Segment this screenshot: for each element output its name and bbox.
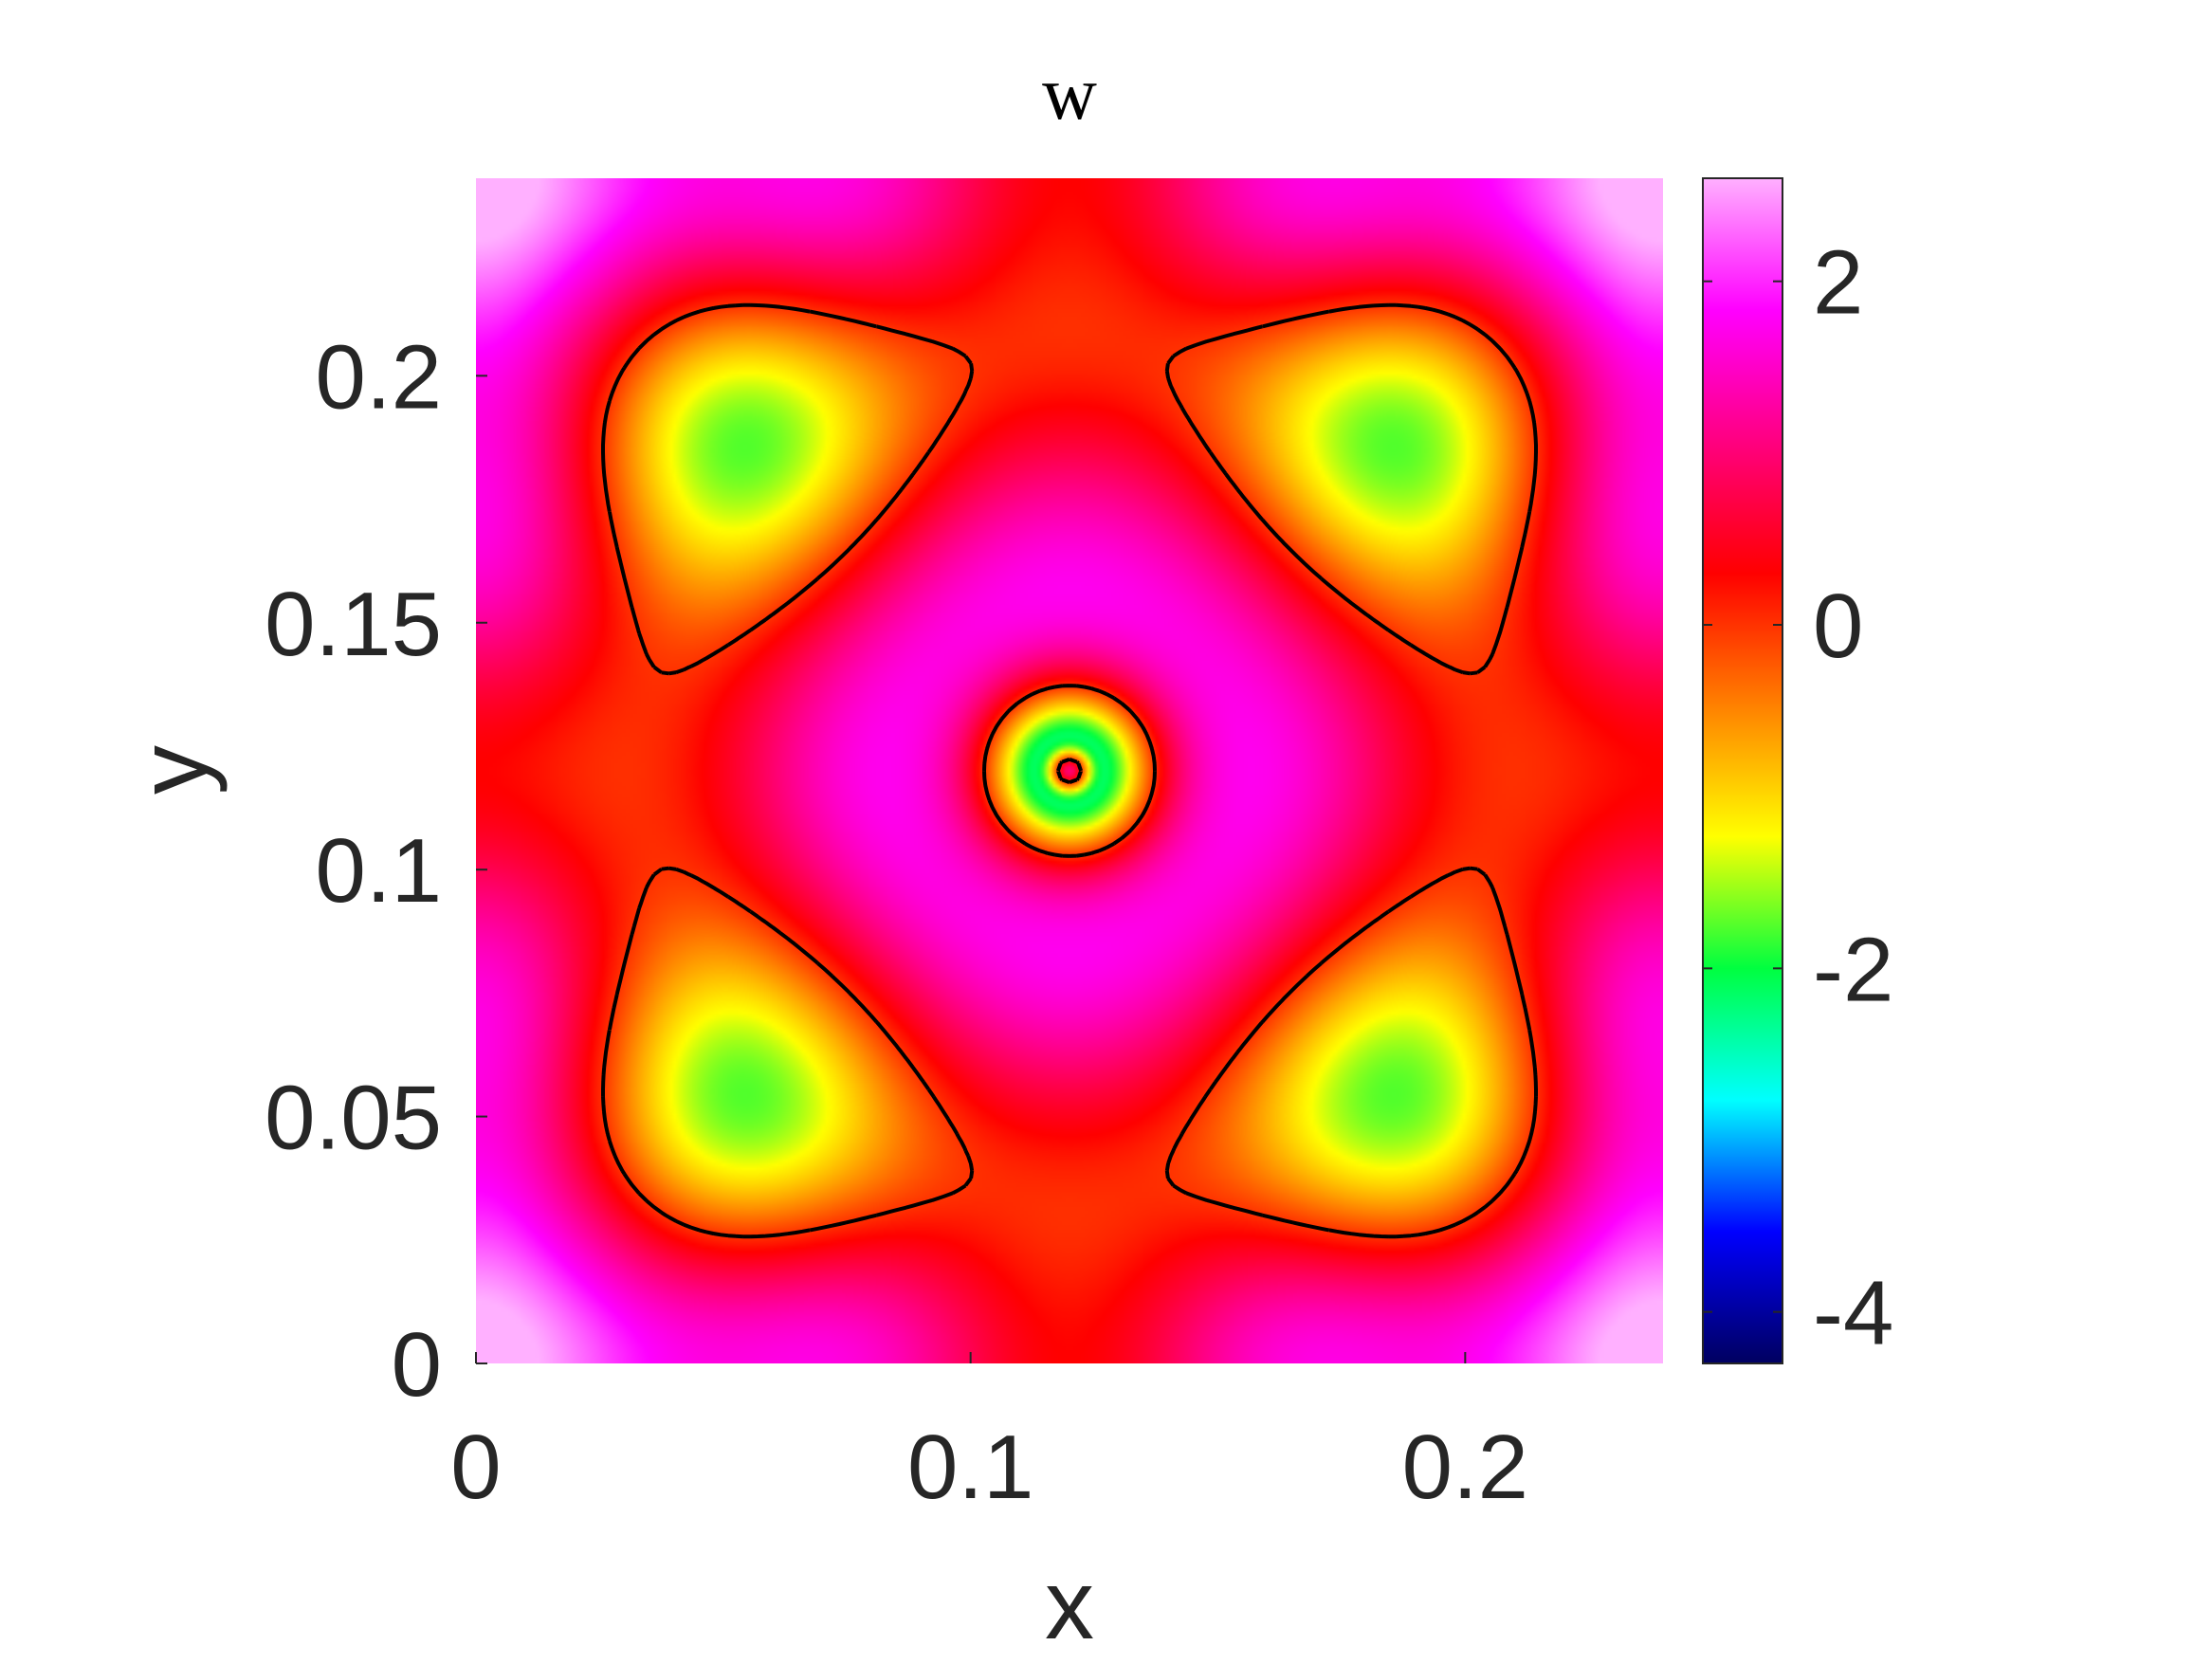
y-tick-label: 0 xyxy=(392,1314,442,1416)
zero-contour-lines xyxy=(601,302,1538,1239)
x-tick-label: 0 xyxy=(450,1417,501,1518)
heatmap-canvas xyxy=(476,178,1663,1363)
colorbar-tick-label: 0 xyxy=(1813,576,1863,677)
chart-title: w xyxy=(1042,52,1097,136)
y-tick-label: 0.2 xyxy=(316,326,442,428)
colorbar: 2 0 -2 -4 xyxy=(1702,177,1893,1364)
zero-contour-path xyxy=(601,302,1538,1239)
x-tick-label: 0.2 xyxy=(1402,1417,1528,1518)
colorbar-tick-label: -4 xyxy=(1813,1263,1893,1364)
y-tick-label: 0.05 xyxy=(265,1068,442,1169)
y-tick-label: 0.1 xyxy=(316,820,442,922)
heatmap-field xyxy=(476,178,1663,1363)
y-axis: 0 0.05 0.1 0.15 0.2 xyxy=(265,326,487,1416)
colorbar-tick-label: 2 xyxy=(1813,232,1863,334)
colorbar-tick-label: -2 xyxy=(1813,919,1893,1020)
y-tick-label: 0.15 xyxy=(265,574,442,675)
x-axis: 0 0.1 0.2 xyxy=(450,1352,1528,1518)
colorbar-ticks: 2 0 -2 -4 xyxy=(1703,232,1893,1364)
x-tick-label: 0.1 xyxy=(907,1417,1033,1518)
x-axis-label: x xyxy=(1045,1550,1094,1659)
colorbar-scale xyxy=(1702,177,1783,1364)
y-axis-label: y xyxy=(119,745,229,795)
